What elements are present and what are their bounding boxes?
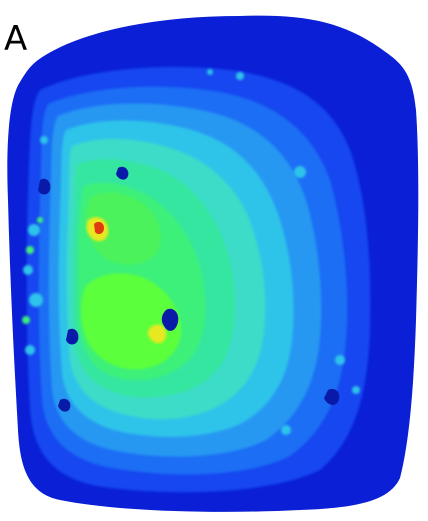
void-left (66, 328, 79, 345)
void-lower-right (324, 388, 340, 405)
hot-spot-yellow-2 (147, 324, 167, 344)
speckles (23, 69, 360, 435)
contour-band-upper-green (86, 192, 161, 265)
panel-label: A (4, 19, 28, 59)
hot-spot-red (94, 221, 104, 235)
void-left-lower (58, 398, 71, 412)
contour-band-bright-green (81, 273, 182, 370)
void-upper (116, 166, 129, 180)
void-center (161, 308, 179, 331)
void-left-edge (38, 178, 51, 195)
speckles-green (22, 217, 43, 324)
